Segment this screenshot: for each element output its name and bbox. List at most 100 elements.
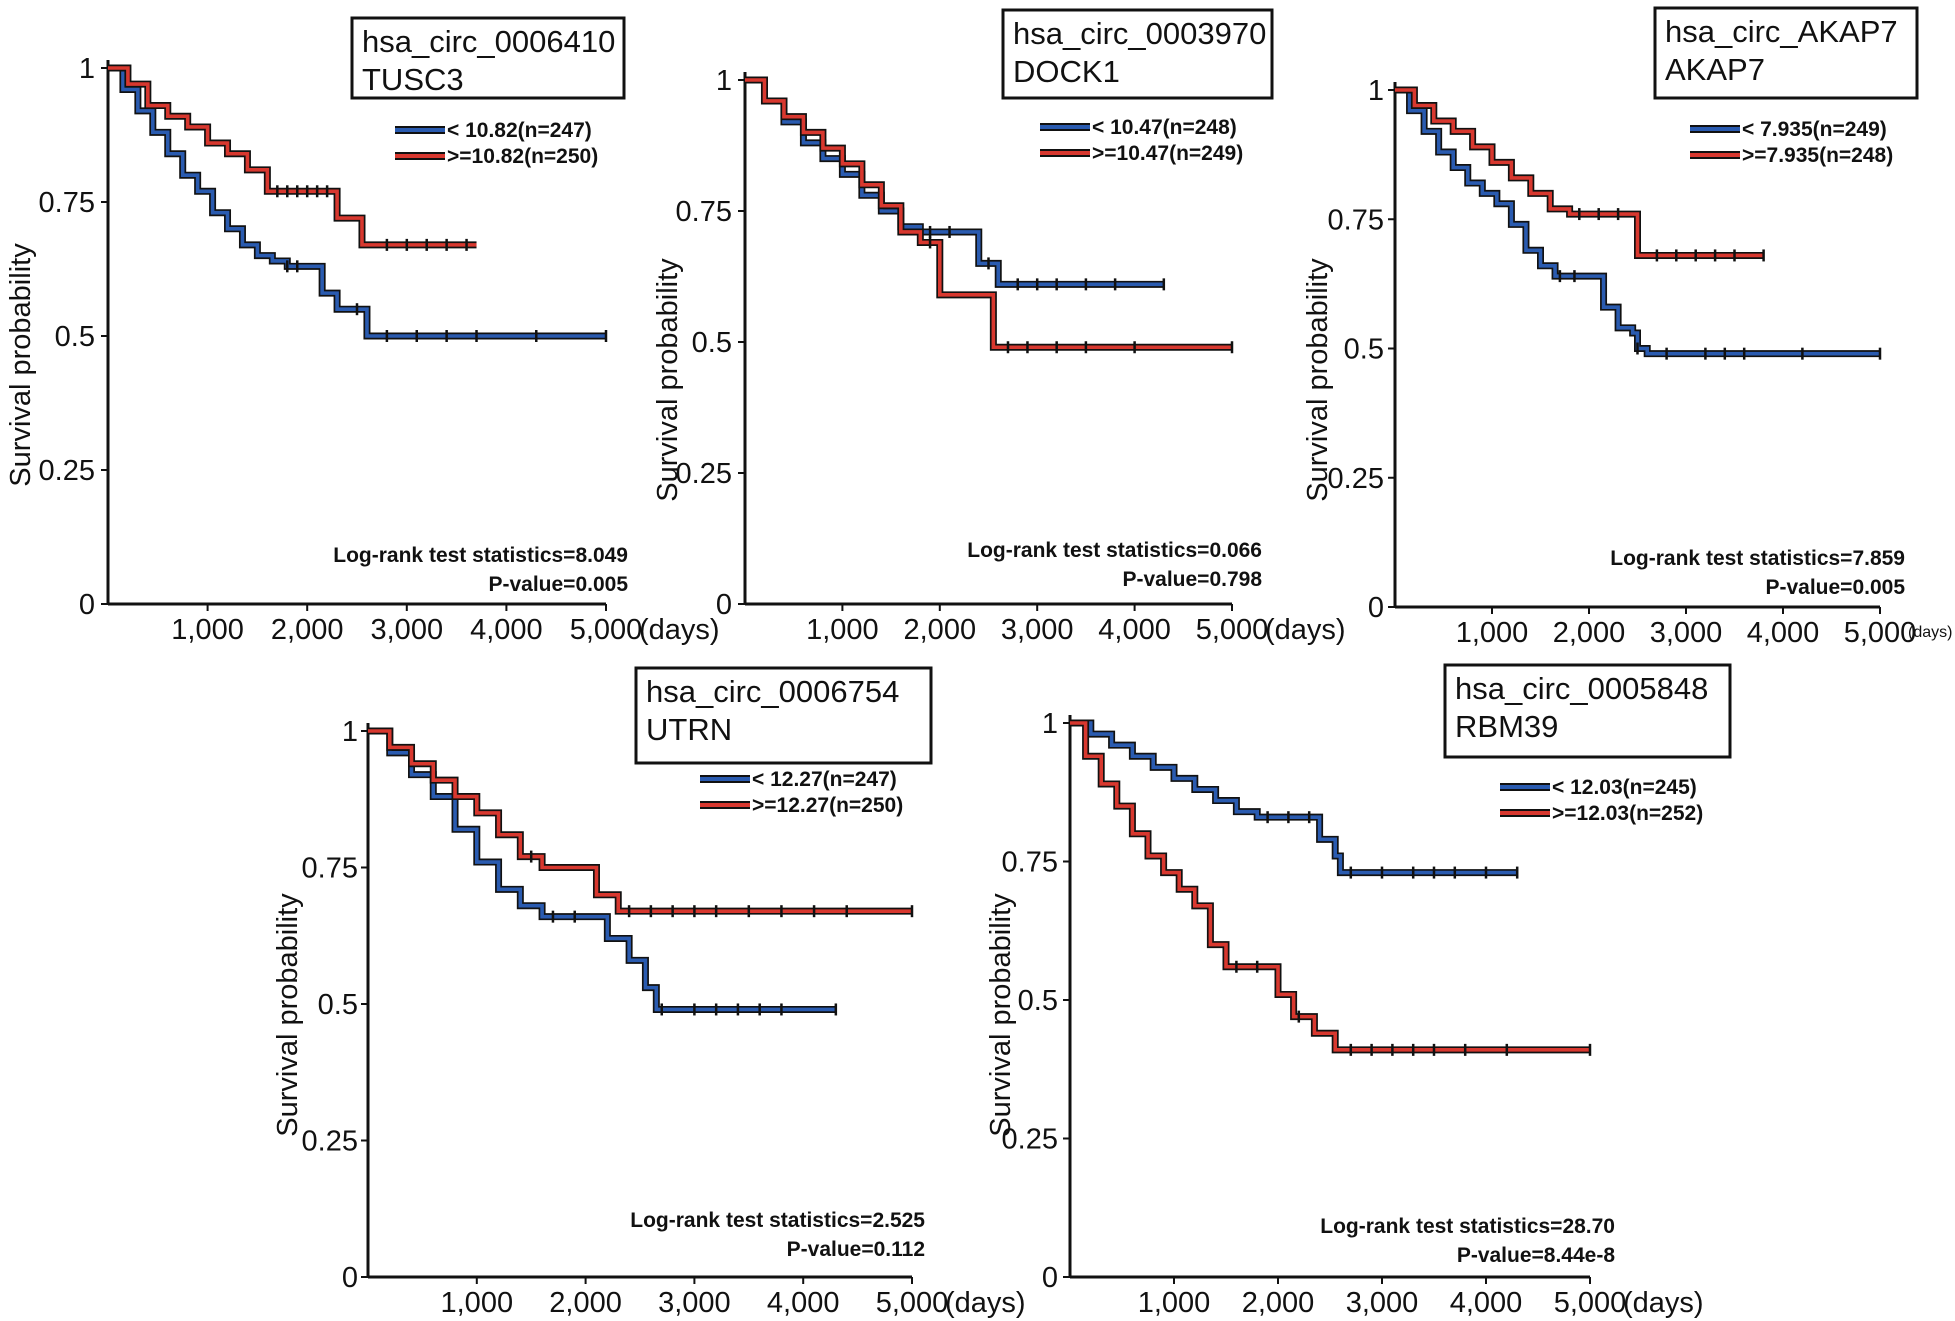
legend-label-low: < 12.03(n=245) [1552,776,1697,799]
x-tick-label: 1,000 [171,614,244,646]
km-curve-high [368,729,912,913]
y-axis-label: Survival probability [985,893,1017,1137]
y-tick-label: 0 [1042,1262,1058,1294]
x-tick-label: 3,000 [1001,614,1074,646]
y-axis-label: Survival probability [272,893,304,1137]
legend-label-high: >=10.82(n=250) [447,145,598,168]
x-axis-unit: (days) [1623,1287,1704,1319]
y-axis-label: Survival probability [652,258,684,502]
title-box [1443,663,1732,759]
circ-id-label: hsa_circ_0006754 [646,674,899,709]
y-axis-label: Survival probability [1302,258,1334,502]
km-panel-dock1: 1,000 2,000 3,000 4,000 5,000(days) 0 0.25 0.5 0… [652,8,1346,646]
y-tick-label: 1 [342,716,358,748]
x-tick-label: 2,000 [271,614,344,646]
y-tick-label: 0.5 [1018,985,1058,1017]
legend-label-low: < 10.82(n=247) [447,119,592,142]
x-tick-label: 4,000 [767,1287,840,1319]
y-tick-label: 0.75 [676,196,732,228]
km-panel-akap7: 1,000 2,000 3,000 4,000 5,000(days) 0 0.25 0.5 0… [1302,6,1952,649]
km-curve-low [745,78,1164,287]
x-tick-label: 4,000 [470,614,543,646]
km-curve-high [1070,721,1590,1052]
y-axis-label: Survival probability [5,243,37,487]
x-tick-label: 3,000 [658,1287,731,1319]
y-tick-label: 1 [1042,708,1058,740]
gene-label: AKAP7 [1665,52,1765,87]
y-tick-label: 0.5 [318,989,358,1021]
y-tick-label: 0 [342,1262,358,1294]
km-curve-outline-low [108,64,606,340]
p-value-label: P-value=0.005 [1765,576,1905,599]
x-tick-label: 5,000 [1196,614,1269,646]
x-tick-label: 3,000 [371,614,444,646]
p-value-label: P-value=0.112 [787,1238,925,1261]
logrank-stat-label: Log-rank test statistics=0.066 [967,539,1262,562]
x-axis-unit: (days) [639,614,720,646]
x-axis-unit: (days) [1265,614,1346,646]
km-panel-utrn: 1,000 2,000 3,000 4,000 5,000(days) 0 0.25 0.5 0… [272,666,1026,1319]
y-tick-label: 0.75 [302,853,358,885]
title-box [634,666,933,765]
legend-label-low: < 12.27(n=247) [752,768,897,791]
gene-label: TUSC3 [362,62,464,97]
x-tick-label: 5,000 [570,614,643,646]
legend-label-high: >=12.27(n=250) [752,794,903,817]
title-box [1653,6,1919,100]
km-curve-low [368,729,836,1012]
x-tick-label: 2,000 [1242,1287,1315,1319]
x-tick-label: 3,000 [1346,1287,1419,1319]
y-tick-label: 1 [1368,75,1384,107]
y-tick-label: 1 [716,65,732,97]
x-tick-label: 4,000 [1098,614,1171,646]
km-panel-tusc3: 1,000 2,000 3,000 4,000 5,000(days) 0 0.25 0.5 0… [5,16,720,646]
p-value-label: P-value=8.44e-8 [1457,1244,1616,1267]
circ-id-label: hsa_circ_0003970 [1013,16,1266,51]
y-tick-label: 0.75 [39,187,95,219]
x-axis-unit: (days) [945,1287,1026,1319]
gene-label: UTRN [646,712,732,747]
legend-label-low: < 10.47(n=248) [1092,116,1237,139]
km-curve-low [1395,88,1880,356]
x-tick-label: 4,000 [1747,617,1820,649]
km-panel-rbm39: 1,000 2,000 3,000 4,000 5,000(days) 0 0.25 0.5 0… [985,663,1732,1319]
x-tick-label: 2,000 [549,1287,622,1319]
km-curve-low [1070,721,1518,875]
y-tick-label: 0.5 [692,327,732,359]
x-tick-label: 1,000 [1138,1287,1211,1319]
y-tick-label: 0.75 [1328,204,1384,236]
x-tick-label: 4,000 [1450,1287,1523,1319]
x-tick-label: 2,000 [1553,617,1626,649]
logrank-stat-label: Log-rank test statistics=2.525 [630,1209,925,1232]
km-curve-outline-low [745,76,1164,288]
y-tick-label: 0 [79,589,95,621]
x-tick-label: 1,000 [806,614,879,646]
y-tick-label: 0 [1368,592,1384,624]
legend-label-high: >=12.03(n=252) [1552,802,1703,825]
x-tick-label: 5,000 [1554,1287,1627,1319]
logrank-stat-label: Log-rank test statistics=7.859 [1610,547,1905,570]
x-tick-label: 5,000 [1844,617,1917,649]
legend-label-high: >=10.47(n=249) [1092,142,1243,165]
p-value-label: P-value=0.005 [488,573,628,596]
y-tick-label: 0.25 [1002,1124,1058,1156]
logrank-stat-label: Log-rank test statistics=8.049 [333,544,628,567]
legend-label-low: < 7.935(n=249) [1742,118,1887,141]
y-tick-label: 0.25 [1328,463,1384,495]
x-axis-unit: (days) [1908,624,1952,641]
y-tick-label: 0.5 [55,321,95,353]
y-tick-label: 0.25 [676,458,732,490]
y-tick-label: 0.5 [1344,334,1384,366]
title-box [350,16,626,100]
km-curve-outline-high [1070,719,1590,1054]
x-tick-label: 1,000 [1456,617,1529,649]
gene-label: RBM39 [1455,709,1558,744]
y-tick-label: 0.25 [302,1126,358,1158]
km-curve-high [1395,88,1764,258]
logrank-stat-label: Log-rank test statistics=28.70 [1320,1215,1615,1238]
x-tick-label: 3,000 [1650,617,1723,649]
legend-label-high: >=7.935(n=248) [1742,144,1893,167]
x-tick-label: 1,000 [441,1287,514,1319]
circ-id-label: hsa_circ_0005848 [1455,671,1708,706]
circ-id-label: hsa_circ_0006410 [362,24,615,59]
